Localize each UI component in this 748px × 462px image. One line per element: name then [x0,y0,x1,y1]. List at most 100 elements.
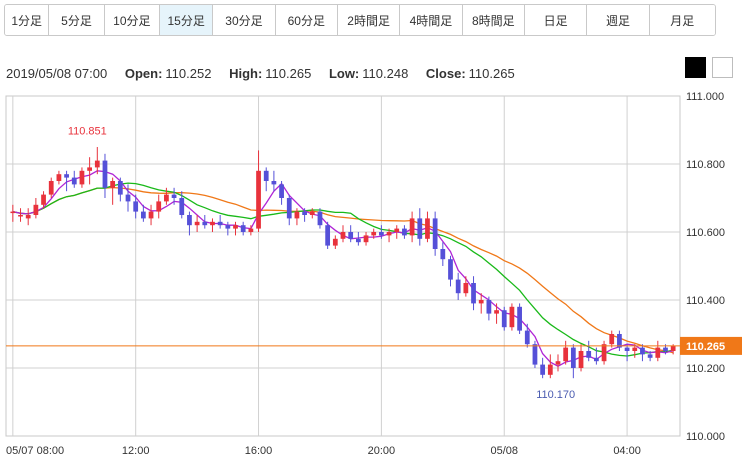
current-price-label: 110.265 [686,341,725,353]
candle-body [463,283,469,294]
close-value: 110.265 [468,66,515,81]
candle-body [563,347,569,362]
ohlc-readout: 2019/05/08 07:00 Open: 110.252 High: 110.2… [6,66,515,81]
candle-body [164,194,169,202]
candle-body [271,181,277,185]
candle-body [532,344,538,365]
tab-timeframe-8[interactable]: 8時間足 [462,5,525,35]
candle-body [647,354,653,358]
candle-body [33,204,39,215]
current-price-badge [680,336,742,355]
candle-body [148,211,154,219]
candle-body [425,218,430,239]
candle-body [286,198,292,219]
x-tick-label: 05/08 [490,445,518,457]
candle-body [71,177,77,185]
tab-timeframe-3[interactable]: 15分足 [159,5,214,35]
candle-body [156,201,162,212]
candle-body [394,228,400,232]
candle-body [102,160,108,188]
candle-body [179,198,185,215]
tab-timeframe-7[interactable]: 4時間足 [400,5,463,35]
candle-body [309,211,315,215]
candle-body [371,232,377,236]
x-tick-label: 12:00 [122,445,150,457]
light-theme-button[interactable] [712,57,733,78]
candle-body [379,232,384,236]
candle-body [386,232,392,236]
low-value: 110.248 [362,66,409,81]
candle-body [586,351,592,358]
candle-body [578,351,584,368]
tab-timeframe-2[interactable]: 10分足 [104,5,160,35]
timeframe-tabs: 1分足 5分足 10分足 15分足 30分足 60分足 2時間足 4時間足 8時間足 日足 週足 月足 [4,4,716,36]
candle-body [617,334,622,348]
candle-body [79,170,85,185]
candle-body [448,259,453,280]
candle-body [48,181,54,195]
candle-body [570,347,576,368]
candle-body [18,215,23,217]
candle-body [56,174,62,181]
candle-body [509,306,515,328]
tab-timeframe-6[interactable]: 2時間足 [337,5,401,35]
candle-body [325,225,331,246]
candle-body [317,211,323,226]
open-label: Open: [124,66,163,81]
candle-body [194,221,200,226]
candle-body [133,201,139,212]
dark-theme-button[interactable] [685,57,706,78]
x-tick-label: 04:00 [613,445,641,457]
candle-body [210,221,215,226]
y-tick-label: 110.400 [686,295,725,307]
candle-body [240,225,246,232]
candle-body [609,334,615,345]
tab-timeframe-9[interactable]: 日足 [524,5,588,35]
tab-timeframe-5[interactable]: 60分足 [275,5,338,35]
candle-body [94,160,100,168]
candle-body [517,306,522,331]
candle-body [256,170,261,229]
candle-body [402,228,407,236]
candle-body [355,238,361,243]
tab-timeframe-11[interactable]: 月足 [649,5,715,35]
candle-body [363,235,369,243]
tab-timeframe-4[interactable]: 30分足 [213,5,276,35]
candle-body [494,310,499,314]
candle-body [478,300,484,304]
candle-body [632,347,638,351]
candle-body [417,218,423,239]
tab-timeframe-0[interactable]: 1分足 [5,5,50,35]
tab-timeframe-1[interactable]: 5分足 [49,5,105,35]
candle-body [471,283,476,304]
tab-timeframe-10[interactable]: 週足 [587,5,650,35]
y-tick-label: 110.200 [686,363,725,375]
candlestick-chart[interactable]: 111.000 110.800 110.600 110.400 110.200 110.0… [0,88,748,462]
candle-body [524,330,530,345]
close-label: Close: [425,66,466,81]
candle-body [555,361,561,365]
x-tick-label: 05/07 08:00 [6,445,64,457]
plot-area [5,95,681,437]
y-tick-label: 111.000 [686,91,724,103]
candle-body [125,194,131,202]
x-tick-label: 16:00 [245,445,273,457]
max-price-annotation: 110.851 [68,126,107,138]
min-price-annotation: 110.170 [536,389,575,401]
candle-body [440,249,446,260]
candle-body [455,279,461,294]
candle-body [248,228,254,232]
ohlc-datetime: 2019/05/08 07:00 [6,66,108,81]
high-label: High: [229,66,263,81]
candle-body [225,225,231,229]
candle-body [25,215,31,219]
y-tick-label: 110.800 [686,159,725,171]
candle-body [41,194,46,205]
candle-body [432,218,438,249]
candle-body [486,300,492,314]
candle-body [202,221,208,226]
y-tick-label: 110.000 [686,431,725,443]
candle-body [64,174,69,178]
candle-body [279,184,284,198]
candle-body [332,238,338,246]
